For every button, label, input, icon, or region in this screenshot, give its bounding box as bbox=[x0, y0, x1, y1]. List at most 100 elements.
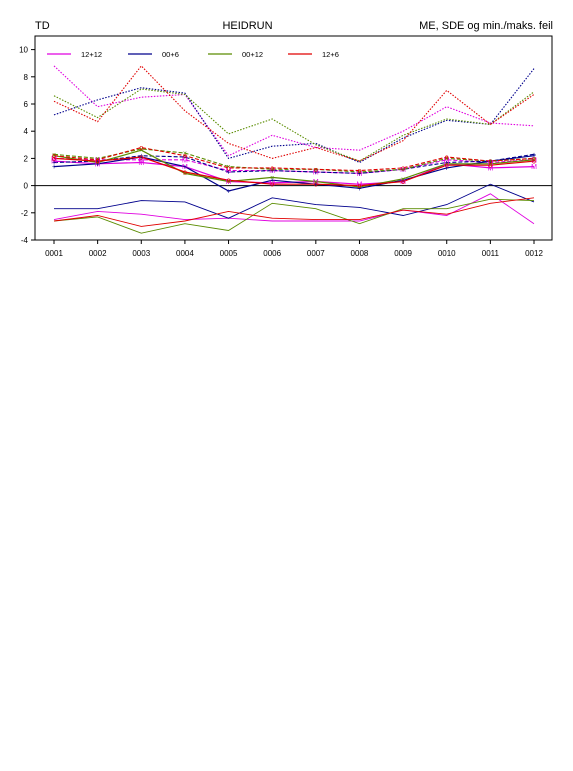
series-12p12-mean-error-line bbox=[53, 160, 535, 185]
series-12p12-min-error-line bbox=[53, 193, 535, 225]
x-tick-label: 0012 bbox=[525, 249, 543, 258]
series-00p12-max-error-line bbox=[53, 88, 535, 162]
x-axis: 0001 0002 0003 0004 0005 0006 0007 0008 0009 0010… bbox=[45, 240, 543, 258]
series-12p12-sde-marker: M bbox=[182, 157, 188, 164]
series-12p6-max-error-line bbox=[53, 65, 535, 162]
series-00p12-sde-marker: × bbox=[532, 156, 536, 163]
series-00p6-std-error-line bbox=[53, 153, 535, 174]
legend: 12+12 00+6 00+12 12+6 bbox=[47, 50, 339, 59]
series-12p6-sde-marker: o bbox=[227, 165, 231, 172]
series-12p12-me-marker: M bbox=[444, 161, 450, 168]
series-00p6-sde-marker: + bbox=[314, 170, 318, 177]
series-12p12-sde-marker: M bbox=[95, 157, 101, 164]
series-00p6-sde-marker: + bbox=[445, 160, 449, 167]
series-00p12-sde-marker: × bbox=[183, 150, 187, 157]
series-00p12-sde-marker: × bbox=[445, 156, 449, 163]
series-00p6-me-marker: + bbox=[401, 178, 405, 185]
series-00p6-me-marker: + bbox=[532, 153, 536, 160]
series-00p6-max-error-line bbox=[53, 68, 535, 164]
series-12p12-me-marker: M bbox=[51, 159, 57, 166]
series-12p12-sde-marker: M bbox=[226, 168, 232, 175]
series-00p6-me-marker: + bbox=[139, 155, 143, 162]
series-00p12-me-marker: × bbox=[401, 176, 405, 183]
series-00p12-sde-marker: × bbox=[401, 167, 405, 174]
legend-label: 12+12 bbox=[81, 50, 102, 59]
x-tick-label: 0001 bbox=[45, 249, 63, 258]
series-12p12-me-marker: M bbox=[313, 179, 319, 186]
series-lines bbox=[53, 65, 535, 234]
series-12p6-min-error-line bbox=[53, 197, 535, 227]
series-00p12-sde-marker: × bbox=[52, 152, 56, 159]
series-00p12-sde-marker: × bbox=[357, 170, 361, 177]
legend-label: 00+12 bbox=[242, 50, 263, 59]
series-00p6-me-marker: + bbox=[52, 164, 56, 171]
series-00p6-sde-marker: + bbox=[532, 152, 536, 159]
series-12p6-sde-marker: o bbox=[358, 168, 362, 175]
x-tick-label: 0005 bbox=[220, 249, 238, 258]
series-12p6-me-marker: o bbox=[358, 183, 362, 190]
series-12p6-sde-marker: o bbox=[314, 167, 318, 174]
series-00p12-me-marker: × bbox=[532, 157, 536, 164]
y-tick-label: 0 bbox=[24, 182, 29, 191]
series-12p6-sde-marker: o bbox=[139, 145, 143, 152]
series-00p6-sde-marker: + bbox=[401, 167, 405, 174]
series-00p6-sde-marker: + bbox=[226, 170, 230, 177]
series-12p12-sde-marker: M bbox=[51, 156, 57, 163]
series-00p12-me-marker: × bbox=[270, 175, 274, 182]
x-tick-label: 0006 bbox=[263, 249, 281, 258]
series-00p12-sde-marker: × bbox=[226, 164, 230, 171]
series-12p12-me-marker: M bbox=[226, 179, 232, 186]
series-12p12-sde-marker: M bbox=[531, 157, 537, 164]
x-tick-label: 0011 bbox=[482, 249, 500, 258]
series-00p12-std-error-line bbox=[53, 148, 535, 173]
series-12p12-me-marker: M bbox=[95, 161, 101, 168]
plot-frame bbox=[34, 35, 553, 241]
series-12p6-me-marker: o bbox=[270, 182, 274, 189]
series-00p12-me-marker: × bbox=[183, 171, 187, 178]
series-00p6-sde-marker: + bbox=[357, 171, 361, 178]
series-12p6-me-marker: o bbox=[488, 163, 492, 170]
series-12p12-sde-marker: M bbox=[313, 170, 319, 177]
series-00p12-me-marker: × bbox=[488, 161, 492, 168]
series-12p6-me-marker: o bbox=[96, 159, 100, 166]
series-12p6-me-marker: o bbox=[445, 163, 449, 170]
series-12p12-me-marker: M bbox=[531, 164, 537, 171]
chart-header-left: TD bbox=[35, 20, 50, 32]
y-tick-label: 6 bbox=[24, 100, 29, 109]
series-00p6-me-marker: + bbox=[183, 164, 187, 171]
series-12p12-me-marker: M bbox=[269, 180, 275, 187]
series-00p6-sde-marker: + bbox=[52, 160, 56, 167]
series-12p6-sde-marker: o bbox=[270, 165, 274, 172]
series-00p6-sde-marker: + bbox=[183, 155, 187, 162]
series-12p6-sde-marker: o bbox=[532, 156, 536, 163]
series-12p6-me-marker: o bbox=[227, 178, 231, 185]
series-00p12-me-marker: × bbox=[96, 160, 100, 167]
series-00p12-me-marker: × bbox=[357, 184, 361, 191]
x-tick-label: 0008 bbox=[351, 249, 369, 258]
series-00p12-sde-marker: × bbox=[488, 159, 492, 166]
series-12p6-sde-marker: o bbox=[183, 153, 187, 160]
series-12p6-mean-error-line bbox=[53, 156, 535, 187]
series-00p6-me-marker: + bbox=[488, 159, 492, 166]
series-00p6-min-error-line bbox=[54, 183, 535, 219]
y-tick-label: -4 bbox=[21, 236, 29, 245]
chart-header-title: HEIDRUN bbox=[222, 20, 273, 32]
series-12p12-sde-marker: M bbox=[400, 167, 406, 174]
y-tick-label: 4 bbox=[24, 127, 29, 136]
series-12p6-sde-marker: o bbox=[445, 155, 449, 162]
series-12p6-me-marker: o bbox=[52, 156, 56, 163]
series-00p12-sde-marker: × bbox=[96, 156, 100, 163]
series-12p12-sde-marker: M bbox=[487, 160, 493, 167]
series-12p6-sde-marker: o bbox=[96, 157, 100, 164]
series-00p6-me-marker: + bbox=[357, 186, 361, 193]
y-axis: -4 -2 0 2 4 6 8 10 bbox=[19, 46, 35, 245]
series-12p12-max-error-line bbox=[53, 65, 535, 157]
series-00p6-sde-marker: + bbox=[96, 159, 100, 166]
series-00p6-sde-marker: + bbox=[488, 159, 492, 166]
series-12p12-me-marker: M bbox=[138, 160, 144, 167]
series-00p12-sde-marker: × bbox=[314, 167, 318, 174]
series-12p6-me-marker: o bbox=[183, 170, 187, 177]
series-12p12-sde-marker: M bbox=[444, 157, 450, 164]
series-00p6-me-marker: + bbox=[96, 161, 100, 168]
